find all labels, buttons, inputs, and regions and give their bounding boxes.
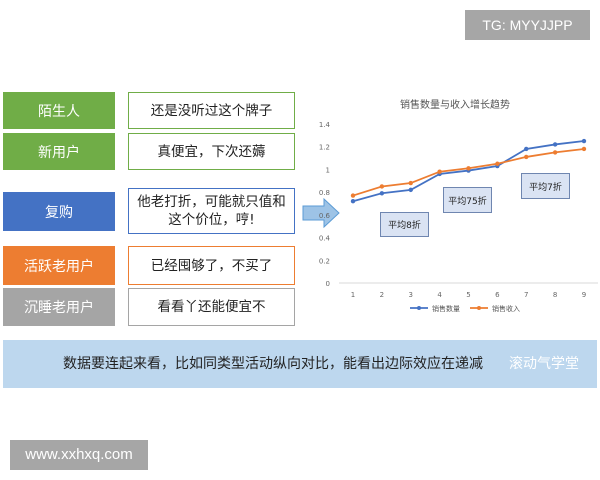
annotation-7-discount: 平均7折 <box>521 173 570 199</box>
annotation-8-discount: 平均8折 <box>380 212 429 237</box>
legend-marker <box>417 306 421 310</box>
data-point <box>552 150 558 155</box>
x-tick-label: 1 <box>351 291 355 299</box>
annotation-75-discount: 平均75折 <box>443 187 492 213</box>
summary-banner: 数据要连起来看，比如同类型活动纵向对比，能看出边际效应在递减 滚动气学堂 <box>3 340 597 388</box>
y-tick-label: 1.2 <box>319 144 330 152</box>
segment-label-stranger: 陌生人 <box>3 92 115 129</box>
y-tick-label: 0 <box>326 280 330 288</box>
data-point <box>350 193 356 198</box>
data-point <box>466 166 471 171</box>
y-tick-label: 1.4 <box>319 121 331 129</box>
x-tick-label: 9 <box>582 291 586 299</box>
data-point <box>581 146 587 152</box>
segment-label-dormant: 沉睡老用户 <box>3 288 115 326</box>
data-point <box>379 184 385 189</box>
chart-title: 销售数量与收入增长趋势 <box>400 98 510 111</box>
y-tick-label: 0.2 <box>319 257 330 265</box>
segment-label-repurchase: 复购 <box>3 192 115 231</box>
data-point <box>437 169 442 174</box>
watermark-url: www.xxhxq.com <box>10 440 148 470</box>
data-point <box>495 161 500 166</box>
segment-quote-repurchase: 他老打折，可能就只值和这个价位，哼! <box>128 188 295 234</box>
watermark-tg: TG: MYYJJPP <box>465 10 590 40</box>
y-tick-label: 0.8 <box>319 189 330 197</box>
data-point <box>379 191 385 196</box>
data-point <box>524 154 529 160</box>
data-point <box>552 142 558 147</box>
y-tick-label: 0.4 <box>319 235 331 243</box>
data-point <box>524 146 529 152</box>
legend-marker <box>477 306 481 310</box>
data-point <box>350 199 356 204</box>
x-tick-label: 7 <box>524 291 528 299</box>
x-tick-label: 3 <box>409 291 413 299</box>
x-tick-label: 5 <box>466 291 470 299</box>
segment-quote-new-user: 真便宜，下次还薅 <box>128 133 295 170</box>
x-tick-label: 8 <box>553 291 557 299</box>
line-chart: 销售数量与收入增长趋势 0 0.2 0.4 0.6 0.8 1 1.2 1.4 1 2 3 4 5 6 7 8… <box>319 98 598 313</box>
y-tick-label: 0.6 <box>319 212 331 220</box>
x-tick-label: 4 <box>437 291 442 299</box>
x-tick-label: 6 <box>495 291 500 299</box>
data-point <box>408 180 413 186</box>
arrow-right-icon <box>302 198 340 228</box>
data-point <box>581 138 587 144</box>
y-tick-label: 1 <box>326 166 330 174</box>
segment-quote-dormant: 看看丫还能便宜不 <box>128 288 295 326</box>
segment-label-new-user: 新用户 <box>3 133 115 170</box>
x-tick-label: 2 <box>380 291 384 299</box>
banner-overlay-watermark: 滚动气学堂 <box>509 356 579 372</box>
legend-label: 销售收入 <box>492 304 520 313</box>
segment-quote-active: 已经囤够了，不买了 <box>128 246 295 285</box>
legend-label: 销售数量 <box>432 304 460 313</box>
banner-text: 数据要连起来看，比如同类型活动纵向对比，能看出边际效应在递减 <box>63 356 483 372</box>
segment-quote-stranger: 还是没听过这个牌子 <box>128 92 295 129</box>
segment-label-active: 活跃老用户 <box>3 246 115 285</box>
data-point <box>408 187 413 193</box>
